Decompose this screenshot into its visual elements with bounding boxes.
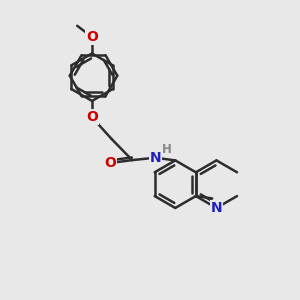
Text: H: H — [162, 143, 172, 156]
Text: N: N — [149, 151, 161, 165]
Text: O: O — [86, 30, 98, 44]
Text: O: O — [104, 156, 116, 170]
Text: O: O — [86, 110, 98, 124]
Text: N: N — [211, 201, 222, 215]
